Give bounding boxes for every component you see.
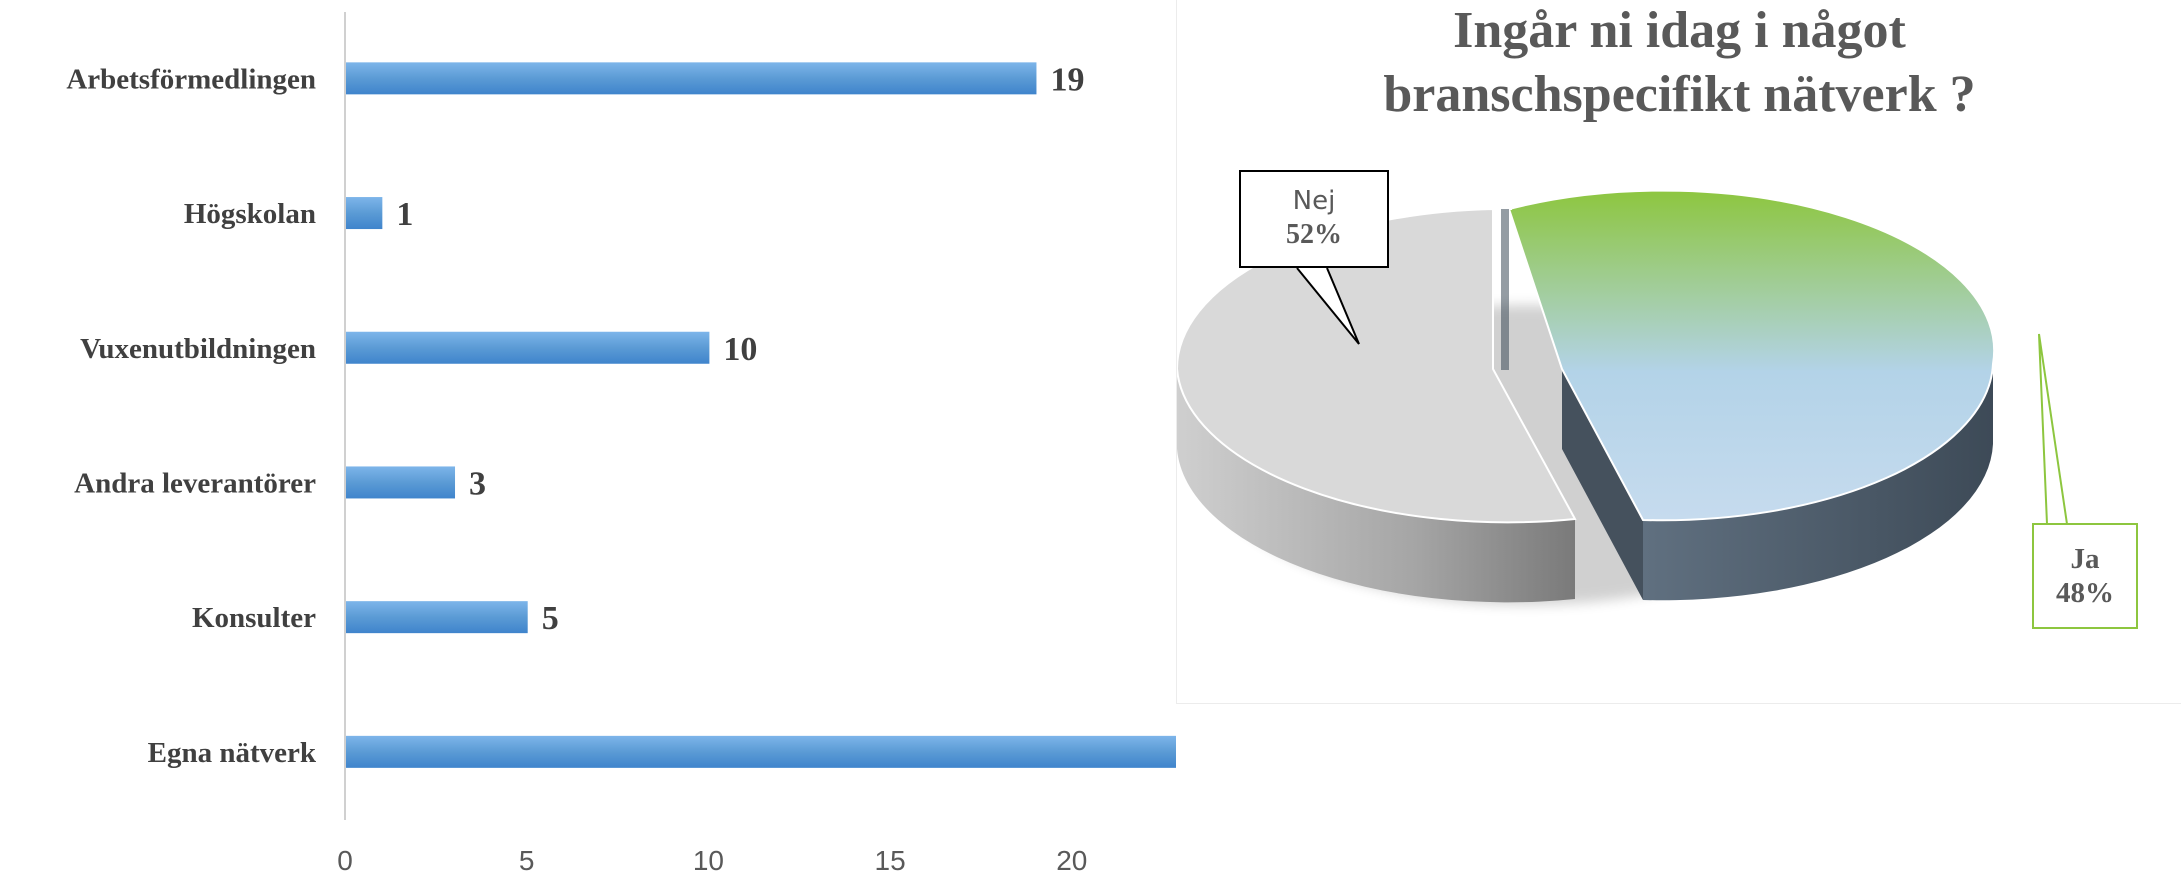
callout-ja-pointer: [2038, 333, 2068, 525]
category-label: Arbetsförmedlingen: [66, 63, 316, 95]
bar: [346, 197, 383, 230]
x-tick-label: 0: [337, 845, 353, 875]
callout-nej-pointer: [1296, 267, 1360, 345]
pie-slice-ja: [1500, 189, 1996, 601]
x-tick-label: 10: [693, 845, 724, 875]
x-tick-label: 20: [1056, 845, 1087, 875]
x-tick-label: 5: [519, 845, 535, 875]
pie-label-nej-name: Nej: [1292, 186, 1336, 216]
data-label: 10: [723, 331, 757, 368]
data-label: 1: [396, 196, 413, 233]
category-label: Högskolan: [184, 198, 316, 230]
pie-label-nej-percent: 52%: [1286, 219, 1342, 250]
category-label: Andra leverantörer: [74, 467, 316, 499]
category-label: Egna nätverk: [148, 737, 317, 769]
data-label: 3: [469, 465, 486, 502]
data-label: 19: [1050, 61, 1084, 98]
pie-label-ja: Ja 48%: [2032, 523, 2138, 629]
bar: [346, 601, 528, 634]
pie-title-line-1: Ingår ni idag i något: [1453, 2, 1906, 59]
bar: [346, 735, 1176, 768]
pie-label-nej: Nej 52%: [1239, 170, 1389, 268]
x-tick-label: 15: [875, 845, 906, 875]
pie-title-line-2: branschspecifikt nätverk ?: [1383, 66, 1976, 123]
bar: [346, 62, 1037, 95]
pie-chart-panel: Ingår ni idag i något branschspecifikt n…: [1176, 0, 2181, 704]
data-label: 5: [542, 600, 559, 637]
pie-slice-nej: [1177, 207, 1577, 603]
bar-chart: Arbetsförmedlingen 19 Högskolan 1 Vuxenutbil…: [66, 12, 1176, 875]
category-label: Vuxenutbildningen: [80, 333, 316, 365]
bar: [346, 331, 710, 364]
bar: [346, 466, 456, 499]
pie-chart: [1177, 189, 2068, 605]
pie-label-ja-name: Ja: [2070, 543, 2100, 575]
category-label: Konsulter: [192, 602, 316, 634]
pie-label-ja-percent: 48%: [2056, 577, 2114, 609]
